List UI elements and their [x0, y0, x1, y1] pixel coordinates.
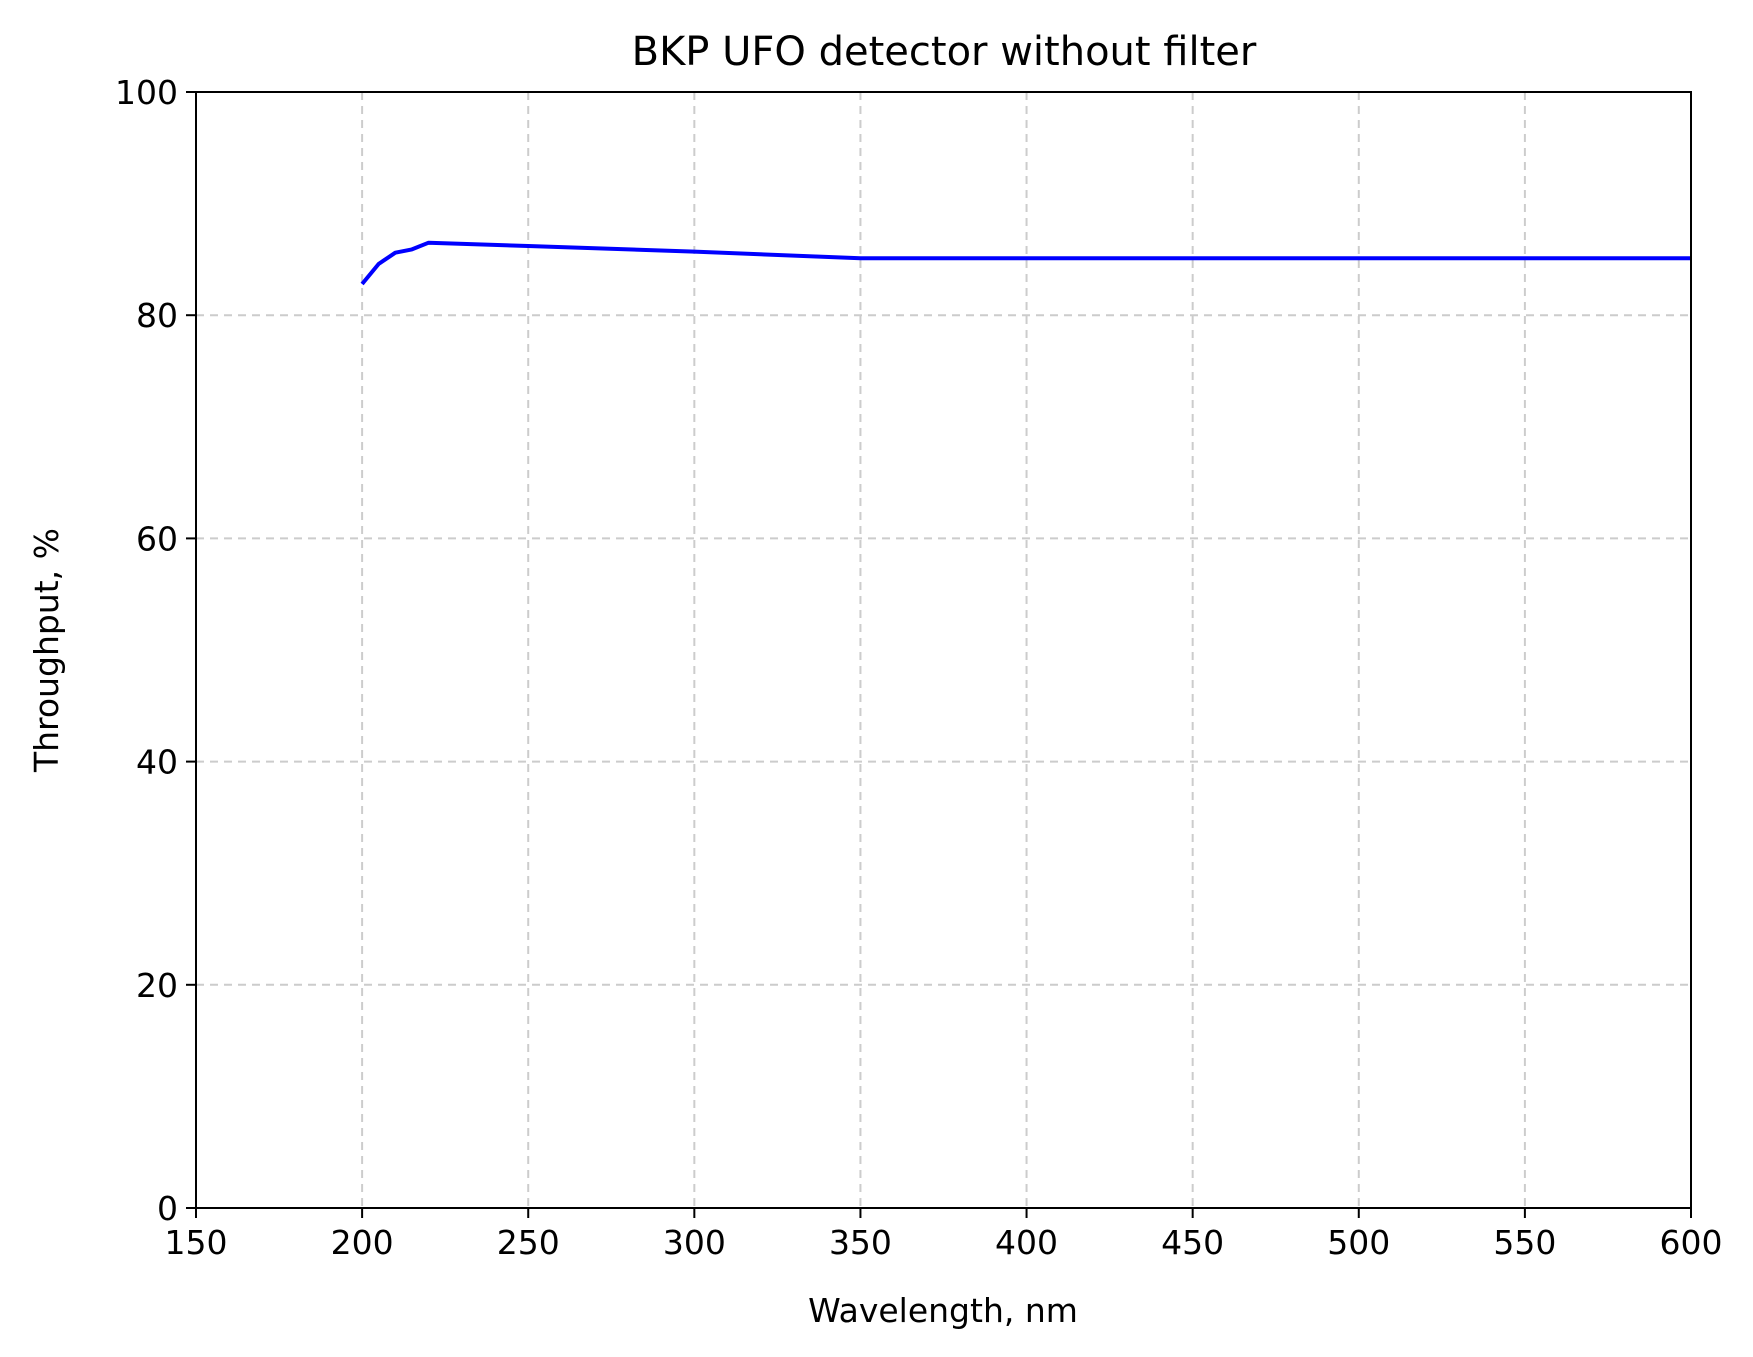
x-tick-label: 600: [1660, 1223, 1723, 1262]
x-tick-label: 200: [331, 1223, 394, 1262]
x-tick-label: 350: [829, 1223, 892, 1262]
x-tick-label: 500: [1327, 1223, 1390, 1262]
chart-title: BKP UFO detector without filter: [632, 29, 1257, 75]
y-tick-label: 60: [136, 519, 178, 558]
grid-layer: [196, 92, 1691, 1208]
x-tick-label: 550: [1493, 1223, 1556, 1262]
series-layer: [360, 240, 1691, 286]
x-tick-label: 150: [165, 1223, 228, 1262]
x-axis-label: Wavelength, nm: [808, 1291, 1078, 1330]
x-tick-label: 400: [995, 1223, 1058, 1262]
tick-layer: 150 200 250 300 350 400 450 500 550 600 0 20 40 60 80 1…: [115, 73, 1723, 1262]
x-tick-label: 450: [1161, 1223, 1224, 1262]
x-tick-label: 250: [497, 1223, 560, 1262]
throughput-series-line: [360, 240, 1691, 286]
y-tick-label: 80: [136, 296, 178, 335]
plot-frame: [195, 91, 1692, 1209]
y-axis-label: Throughput, %: [27, 528, 66, 773]
y-tick-label: 100: [115, 73, 178, 112]
y-tick-label: 0: [157, 1189, 178, 1228]
y-tick-label: 40: [136, 743, 178, 782]
y-tick-label: 20: [136, 966, 178, 1005]
x-tick-label: 300: [663, 1223, 726, 1262]
